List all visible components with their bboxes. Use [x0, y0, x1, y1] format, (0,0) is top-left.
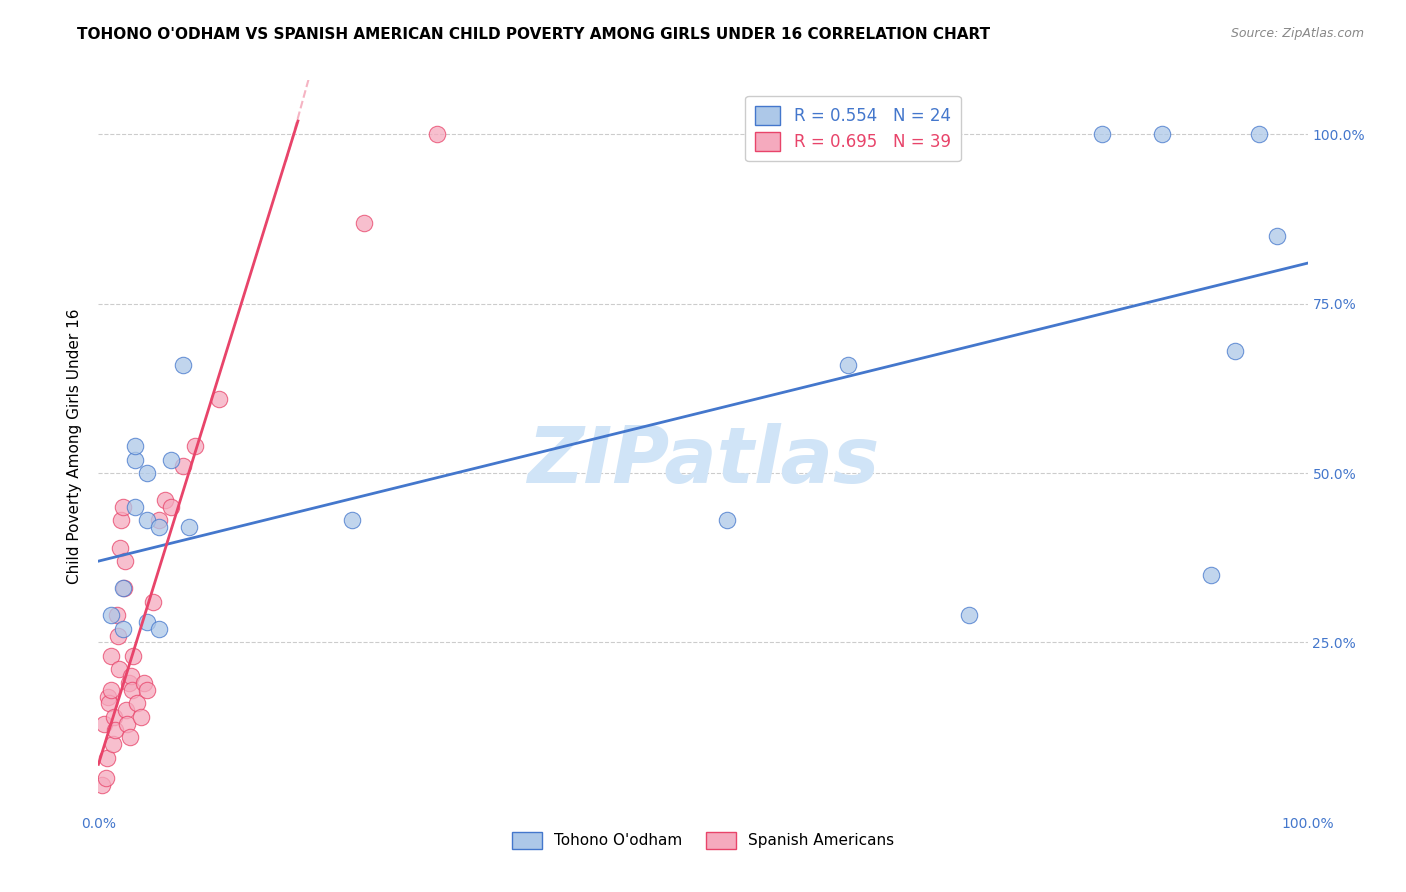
Point	[100, 682, 122, 697]
Point	[1249, 128, 1271, 142]
Point	[426, 128, 449, 142]
Point	[129, 710, 152, 724]
Point	[135, 466, 157, 480]
Point	[93, 716, 115, 731]
Point	[148, 622, 170, 636]
Point	[120, 669, 142, 683]
Text: TOHONO O'ODHAM VS SPANISH AMERICAN CHILD POVERTY AMONG GIRLS UNDER 16 CORRELATIO: TOHONO O'ODHAM VS SPANISH AMERICAN CHILD…	[77, 27, 990, 42]
Point	[118, 676, 141, 690]
Point	[100, 648, 122, 663]
Point	[716, 514, 738, 528]
Point	[1223, 344, 1246, 359]
Point	[837, 358, 859, 372]
Point	[121, 682, 143, 697]
Point	[342, 514, 364, 528]
Point	[103, 710, 125, 724]
Point	[1267, 229, 1289, 244]
Point	[104, 723, 127, 738]
Point	[957, 608, 980, 623]
Point	[98, 697, 121, 711]
Point	[122, 648, 145, 663]
Point	[108, 663, 131, 677]
Point	[135, 682, 157, 697]
Legend: Tohono O'odham, Spanish Americans: Tohono O'odham, Spanish Americans	[506, 825, 900, 855]
Point	[208, 392, 231, 406]
Point	[96, 750, 118, 764]
Point	[153, 493, 176, 508]
Point	[1199, 567, 1222, 582]
Point	[101, 737, 124, 751]
Point	[172, 459, 194, 474]
Point	[134, 676, 156, 690]
Point	[179, 520, 201, 534]
Point	[148, 520, 170, 534]
Point	[100, 608, 122, 623]
Point	[1152, 128, 1174, 142]
Point	[172, 358, 194, 372]
Point	[127, 697, 149, 711]
Point	[111, 622, 134, 636]
Point	[107, 629, 129, 643]
Point	[135, 615, 157, 629]
Point	[110, 514, 132, 528]
Point	[118, 730, 141, 744]
Point	[135, 514, 157, 528]
Point	[94, 771, 117, 785]
Point	[97, 690, 120, 704]
Point	[148, 514, 170, 528]
Point	[1091, 128, 1114, 142]
Point	[160, 452, 183, 467]
Point	[117, 716, 139, 731]
Text: Source: ZipAtlas.com: Source: ZipAtlas.com	[1230, 27, 1364, 40]
Point	[111, 500, 134, 514]
Point	[108, 541, 131, 555]
Point	[124, 452, 146, 467]
Point	[115, 703, 138, 717]
Point	[142, 595, 165, 609]
Point	[160, 500, 183, 514]
Point	[111, 581, 134, 595]
Point	[124, 439, 146, 453]
Point	[114, 554, 136, 568]
Point	[112, 581, 135, 595]
Point	[91, 778, 114, 792]
Point	[184, 439, 207, 453]
Point	[105, 608, 128, 623]
Point	[353, 215, 375, 229]
Y-axis label: Child Poverty Among Girls Under 16: Child Poverty Among Girls Under 16	[67, 309, 83, 583]
Text: ZIPatlas: ZIPatlas	[527, 423, 879, 499]
Point	[124, 500, 146, 514]
